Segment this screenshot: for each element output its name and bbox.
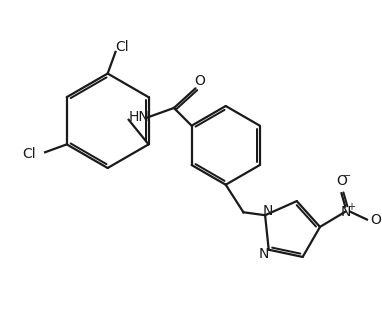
Text: −: − — [343, 171, 351, 181]
Text: O: O — [371, 213, 381, 226]
Text: Cl: Cl — [23, 147, 36, 161]
Text: HN: HN — [128, 110, 149, 124]
Text: N: N — [340, 205, 351, 219]
Text: O: O — [336, 174, 347, 188]
Text: N: N — [263, 204, 273, 218]
Text: +: + — [347, 202, 355, 212]
Text: Cl: Cl — [116, 40, 129, 54]
Text: N: N — [259, 247, 269, 261]
Text: O: O — [194, 74, 205, 88]
